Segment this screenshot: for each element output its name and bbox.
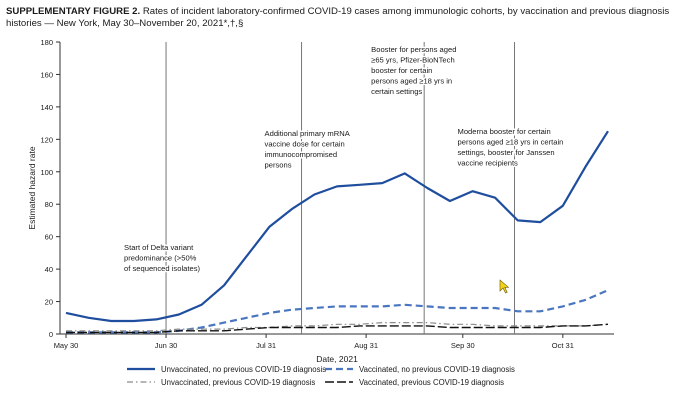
y-tick-label: 100: [40, 168, 53, 177]
x-tick-label: Sep 30: [451, 341, 475, 350]
x-tick-label: Oct 31: [552, 341, 574, 350]
y-tick-label: 140: [40, 103, 53, 112]
x-tick-label: Aug 31: [354, 341, 378, 350]
series-line-3: [66, 322, 609, 332]
legend-label: Unvaccinated, previous COVID-19 diagnosi…: [161, 378, 315, 387]
event-annotation: Additional primary mRNA: [265, 129, 351, 138]
x-axis-label: Date, 2021: [316, 354, 358, 364]
legend-label: Vaccinated, no previous COVID-19 diagnos…: [359, 365, 515, 374]
event-annotation: persons aged ≥18 yrs in: [371, 77, 452, 86]
event-annotation: booster for certain: [371, 66, 432, 75]
x-tick-label: Jun 30: [155, 341, 178, 350]
series-line-1: [65, 130, 609, 323]
figure-caption: Rates of incident laboratory-confirmed C…: [6, 6, 670, 29]
y-tick-label: 180: [40, 38, 53, 47]
event-annotation: Moderna booster for certain: [458, 127, 551, 136]
event-annotation: vaccine dose for certain: [265, 140, 345, 149]
event-annotation: persons aged ≥18 yrs in certain: [458, 138, 564, 147]
y-tick-label: 60: [45, 233, 53, 242]
mouse-cursor-icon: [499, 279, 510, 294]
legend-label: Vaccinated, previous COVID-19 diagnosis: [359, 378, 504, 387]
y-tick-label: 20: [45, 298, 53, 307]
event-annotation: predominance (>50%: [124, 254, 197, 263]
figure-title: SUPPLEMENTARY FIGURE 2. Rates of inciden…: [6, 6, 694, 30]
event-annotation: Booster for persons aged: [371, 45, 456, 54]
y-tick-label: 0: [49, 330, 53, 339]
y-tick-label: 120: [40, 135, 53, 144]
event-annotation: certain settings: [371, 87, 422, 96]
x-tick-label: May 30: [54, 341, 79, 350]
y-axis-label: Estimated hazard rate: [27, 146, 37, 229]
event-annotation: of sequenced isolates): [124, 264, 200, 273]
y-tick-label: 160: [40, 70, 53, 79]
y-tick-label: 40: [45, 265, 53, 274]
figure-label: SUPPLEMENTARY FIGURE 2.: [6, 6, 141, 17]
event-annotation: vaccine recipients: [458, 159, 519, 168]
event-annotation: settings, booster for Janssen: [458, 148, 555, 157]
event-annotation: persons: [265, 161, 292, 170]
series-line-4: [66, 323, 609, 334]
event-annotation: immunocompromised: [265, 150, 338, 159]
event-annotation: ≥65 yrs, Pfizer-BioNTech: [371, 56, 455, 65]
x-tick-label: Jul 31: [256, 341, 276, 350]
y-tick-label: 80: [45, 200, 53, 209]
legend-label: Unvaccinated, no previous COVID-19 diagn…: [161, 365, 326, 374]
event-annotation: Start of Delta variant: [124, 243, 194, 252]
